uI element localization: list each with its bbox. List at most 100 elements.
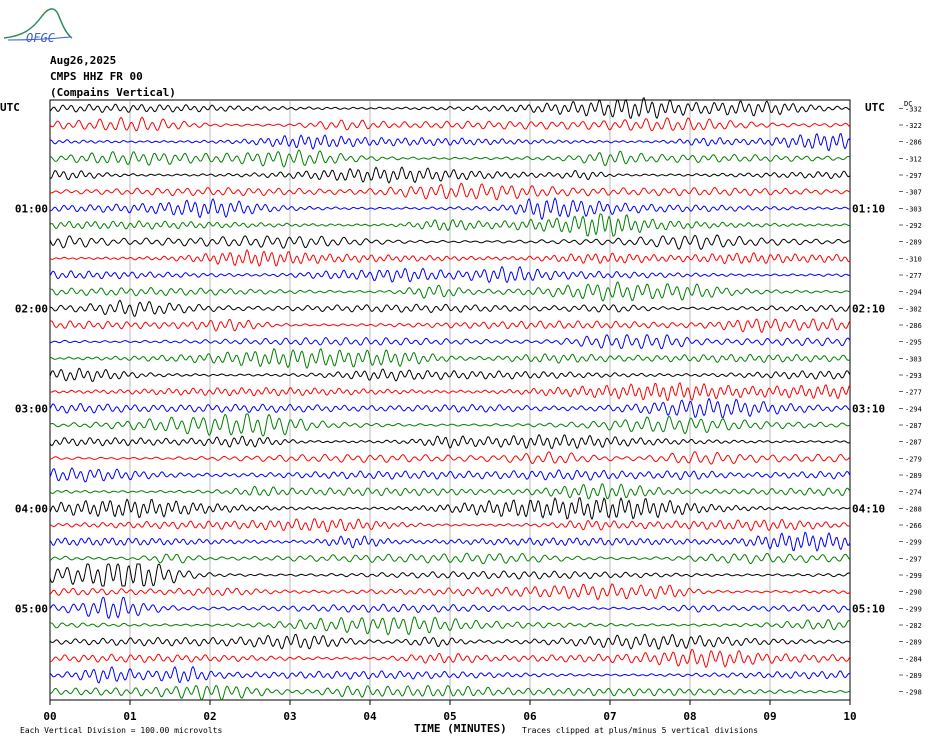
dc-offset-label: -289 bbox=[905, 472, 922, 480]
left-time-label: 04:00 bbox=[15, 502, 48, 515]
dc-offset-label: -293 bbox=[905, 372, 922, 380]
ofgc-logo: OFGC bbox=[2, 4, 74, 45]
dc-offset-label: -290 bbox=[905, 589, 922, 597]
dc-offset-label: -277 bbox=[905, 389, 922, 397]
dc-offset-label: -332 bbox=[905, 105, 922, 113]
plot-date: Aug26,2025 bbox=[50, 54, 117, 67]
right-time-label: 04:10 bbox=[852, 502, 885, 515]
dc-offset-label: -287 bbox=[905, 439, 922, 447]
dc-offset-label: -287 bbox=[905, 422, 922, 430]
dc-offset-label: -286 bbox=[905, 139, 922, 147]
trace-line bbox=[49, 367, 851, 382]
trace-line bbox=[49, 281, 851, 302]
trace-line bbox=[49, 182, 851, 201]
dc-offset-label: -303 bbox=[905, 355, 922, 363]
right-utc-label: UTC bbox=[865, 101, 885, 114]
trace-line bbox=[49, 467, 851, 483]
trace-line bbox=[49, 665, 851, 684]
dc-offset-label: -286 bbox=[905, 322, 922, 330]
trace-line bbox=[49, 132, 851, 152]
trace-line bbox=[49, 413, 851, 437]
dc-offset-label: -292 bbox=[905, 222, 922, 230]
dc-offset-label: -303 bbox=[905, 205, 922, 213]
dc-offset-label: -302 bbox=[905, 305, 922, 313]
trace-line bbox=[49, 166, 851, 184]
trace-line bbox=[49, 213, 851, 237]
x-tick-label: 05 bbox=[443, 710, 456, 723]
x-tick-label: 08 bbox=[683, 710, 696, 723]
dc-offset-label: -284 bbox=[905, 655, 922, 663]
trace-line bbox=[49, 381, 851, 402]
x-tick-label: 07 bbox=[603, 710, 616, 723]
station-code: CMPS HHZ FR 00 bbox=[50, 70, 143, 83]
trace-line bbox=[49, 116, 851, 132]
dc-offset-label: -297 bbox=[905, 172, 922, 180]
left-time-label: 03:00 bbox=[15, 402, 48, 415]
dc-offset-label: -322 bbox=[905, 122, 922, 130]
left-time-label: 05:00 bbox=[15, 602, 48, 615]
dc-offset-label: -310 bbox=[905, 255, 922, 263]
scale-footnote: Each Vertical Division = 100.00 microvol… bbox=[20, 726, 223, 735]
trace-line bbox=[49, 616, 851, 636]
logo-mountain-icon: OFGC bbox=[3, 8, 73, 45]
trace-line bbox=[49, 483, 851, 500]
dc-offset-label: -288 bbox=[905, 505, 922, 513]
trace-line bbox=[49, 96, 851, 120]
logo-text: OFGC bbox=[26, 31, 56, 44]
dc-offset-label: -294 bbox=[905, 405, 922, 413]
x-tick-label: 09 bbox=[763, 710, 776, 723]
trace-line bbox=[49, 333, 851, 350]
trace-line bbox=[49, 552, 851, 565]
trace-line bbox=[49, 197, 850, 221]
dc-offset-label: -282 bbox=[905, 622, 922, 630]
trace-line bbox=[49, 433, 851, 450]
x-tick-label: 00 bbox=[43, 710, 56, 723]
dc-offset-label: -277 bbox=[905, 272, 922, 280]
dc-offset-label: -299 bbox=[905, 539, 922, 547]
dc-offset-label: -312 bbox=[905, 155, 922, 163]
trace-line bbox=[49, 633, 851, 650]
dc-offset-label: -289 bbox=[905, 239, 922, 247]
xaxis-label: TIME (MINUTES) bbox=[414, 722, 507, 735]
dc-offset-label: -297 bbox=[905, 555, 922, 563]
trace-line bbox=[49, 299, 851, 317]
x-tick-label: 06 bbox=[523, 710, 537, 723]
dc-offset-label: -289 bbox=[905, 672, 922, 680]
x-tick-label: 01 bbox=[123, 710, 137, 723]
left-time-label: 02:00 bbox=[15, 302, 48, 315]
x-tick-label: 04 bbox=[363, 710, 377, 723]
trace-line bbox=[49, 648, 851, 669]
dc-offset-label: -294 bbox=[905, 289, 922, 297]
dc-offset-label: -299 bbox=[905, 605, 922, 613]
trace-line bbox=[49, 347, 851, 370]
trace-line bbox=[49, 234, 851, 251]
x-tick-label: 03 bbox=[283, 710, 296, 723]
x-tick-label: 10 bbox=[843, 710, 856, 723]
dc-offset-label: -266 bbox=[905, 522, 922, 530]
clip-footnote: Traces clipped at plus/minus 5 vertical … bbox=[522, 726, 759, 735]
dc-offset-label: -295 bbox=[905, 339, 922, 347]
trace-line bbox=[49, 583, 851, 601]
dc-offset-label: -307 bbox=[905, 189, 922, 197]
trace-line bbox=[49, 496, 851, 521]
right-time-label: 02:10 bbox=[852, 302, 885, 315]
dc-offset-label: -279 bbox=[905, 455, 922, 463]
right-time-label: 01:10 bbox=[852, 202, 885, 215]
trace-line bbox=[49, 563, 851, 587]
trace-line bbox=[49, 265, 851, 284]
right-time-label: 03:10 bbox=[852, 402, 885, 415]
trace-line bbox=[49, 518, 851, 533]
trace-line bbox=[49, 596, 851, 619]
trace-line bbox=[49, 249, 851, 267]
dc-offset-label: -274 bbox=[905, 489, 922, 497]
x-tick-label: 02 bbox=[203, 710, 216, 723]
right-time-label: 05:10 bbox=[852, 602, 885, 615]
left-time-label: 01:00 bbox=[15, 202, 48, 215]
trace-line bbox=[49, 149, 851, 168]
trace-line bbox=[49, 531, 851, 552]
dc-offset-label: -289 bbox=[905, 639, 922, 647]
station-location: (Compains Vertical) bbox=[50, 86, 176, 99]
dc-offset-label: -298 bbox=[905, 689, 922, 697]
trace-line bbox=[49, 317, 851, 333]
